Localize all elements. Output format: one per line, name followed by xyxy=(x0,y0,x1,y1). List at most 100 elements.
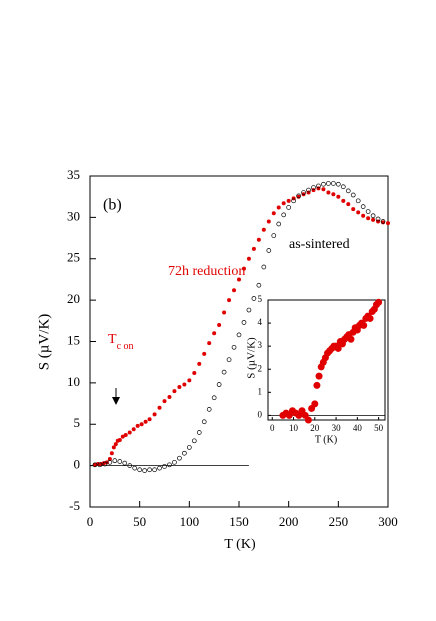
data-point xyxy=(207,341,212,346)
data-point xyxy=(177,455,182,461)
data-point xyxy=(127,463,133,468)
data-point xyxy=(186,445,192,450)
tc-subscript: c on xyxy=(117,341,134,352)
data-point xyxy=(251,246,256,251)
data-point xyxy=(251,296,257,301)
data-point xyxy=(113,442,118,447)
data-point xyxy=(206,407,212,412)
data-point xyxy=(281,212,287,218)
data-point xyxy=(346,202,351,207)
y-tick-label: 30 xyxy=(67,208,80,223)
data-point xyxy=(266,248,272,253)
data-point xyxy=(371,217,376,222)
data-point xyxy=(246,307,252,313)
data-point xyxy=(197,361,202,366)
data-point xyxy=(92,462,98,468)
data-point xyxy=(221,369,227,375)
data-point xyxy=(152,467,157,473)
data-point xyxy=(187,378,192,383)
y-tick-label: 3 xyxy=(258,340,263,350)
y-tick-label: 5 xyxy=(258,294,263,304)
data-point xyxy=(271,211,276,216)
data-point xyxy=(304,416,312,424)
data-point xyxy=(227,298,232,303)
data-point xyxy=(334,344,342,352)
data-point xyxy=(331,181,336,186)
data-point xyxy=(107,459,113,465)
y-tick-label: 1 xyxy=(258,386,263,396)
data-point xyxy=(202,351,207,356)
data-point xyxy=(386,221,390,226)
data-point xyxy=(117,459,123,464)
x-axis-label: T (K) xyxy=(315,434,337,445)
data-point xyxy=(326,190,331,195)
x-tick-label: 10 xyxy=(289,423,299,433)
series-label: as-sintered xyxy=(289,237,350,252)
data-point xyxy=(311,400,319,408)
data-point xyxy=(232,288,237,293)
data-point xyxy=(182,382,187,387)
data-point xyxy=(271,233,277,238)
data-point xyxy=(291,198,296,204)
data-point xyxy=(331,192,336,197)
x-tick-label: 50 xyxy=(374,423,384,433)
data-point xyxy=(256,282,262,288)
data-point xyxy=(201,419,207,425)
data-point xyxy=(237,277,241,282)
data-point xyxy=(336,194,341,199)
y-tick-label: 20 xyxy=(67,291,80,306)
data-point xyxy=(326,181,331,186)
y-tick-label: 35 xyxy=(67,167,80,182)
data-point xyxy=(281,201,286,206)
data-point xyxy=(216,382,222,387)
data-point xyxy=(241,266,246,271)
data-point xyxy=(111,445,116,450)
data-point xyxy=(211,395,217,401)
y-tick-label: 15 xyxy=(67,332,80,347)
data-point xyxy=(212,331,217,336)
data-point xyxy=(286,198,291,203)
data-point xyxy=(162,464,167,469)
data-point xyxy=(361,213,366,218)
x-tick-label: 30 xyxy=(332,423,342,433)
y-tick-label: 0 xyxy=(258,409,263,419)
data-point xyxy=(236,332,242,338)
data-point xyxy=(196,430,202,435)
y-tick-label: 25 xyxy=(67,250,80,265)
data-point xyxy=(162,399,167,404)
arrow-head xyxy=(112,397,120,405)
data-point xyxy=(109,451,114,456)
data-point xyxy=(157,405,162,410)
data-point xyxy=(122,460,128,466)
data-point xyxy=(296,193,301,199)
data-point xyxy=(246,256,251,261)
panel-label: (b) xyxy=(103,197,122,214)
data-point xyxy=(380,219,386,224)
data-point xyxy=(256,237,261,242)
data-point xyxy=(107,457,112,462)
x-tick-label: 20 xyxy=(310,423,320,433)
y-axis-label: S (µV/K) xyxy=(36,314,52,371)
data-point xyxy=(177,385,182,390)
data-point xyxy=(192,370,197,375)
data-point xyxy=(347,335,355,343)
data-point xyxy=(137,467,143,473)
data-point xyxy=(226,357,232,363)
y-tick-label: 10 xyxy=(67,374,80,389)
data-point xyxy=(286,205,292,210)
x-tick-label: 40 xyxy=(353,423,363,433)
data-point xyxy=(167,462,172,468)
data-point xyxy=(366,216,371,221)
y-tick-label: 2 xyxy=(258,363,263,373)
data-point xyxy=(370,213,376,219)
data-point xyxy=(142,468,147,473)
data-point xyxy=(152,412,157,417)
y-axis-label: S (µV/K) xyxy=(246,337,258,379)
data-point xyxy=(147,467,152,473)
data-point xyxy=(335,181,341,187)
data-point xyxy=(231,344,237,350)
data-point xyxy=(172,389,177,394)
data-point xyxy=(345,188,351,194)
data-point xyxy=(241,320,247,325)
